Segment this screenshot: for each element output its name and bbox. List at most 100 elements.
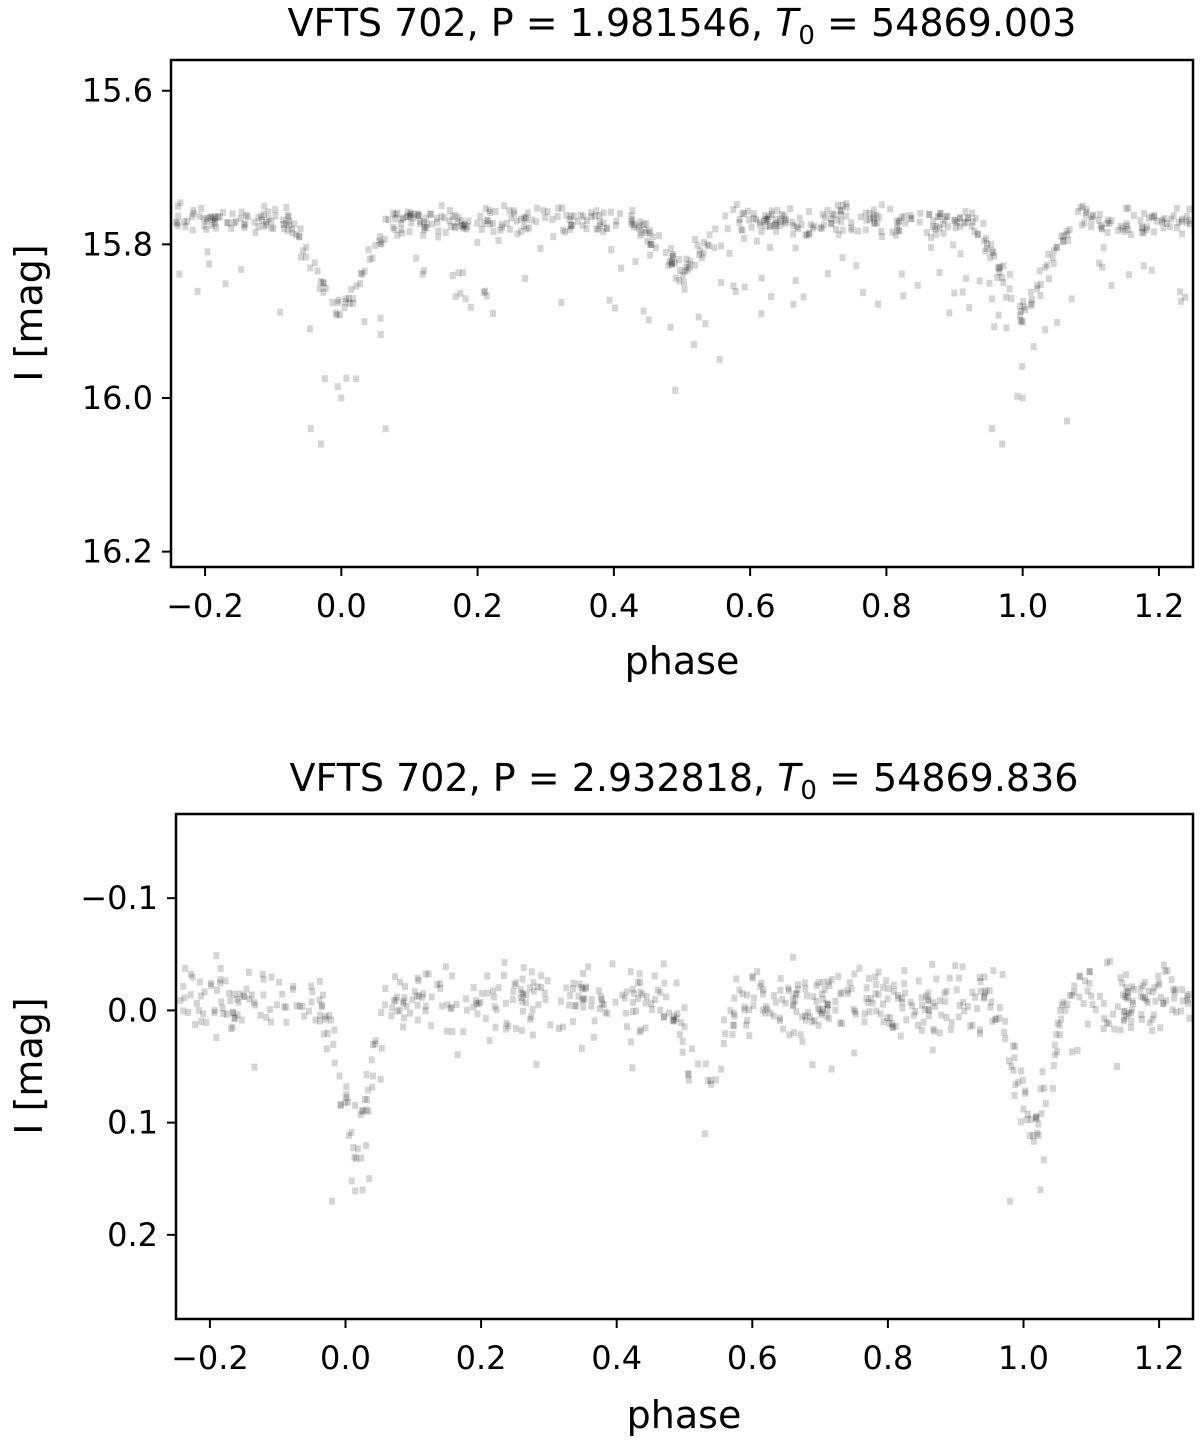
- data-point: [190, 206, 197, 214]
- data-point: [1042, 263, 1049, 271]
- data-point: [1056, 1021, 1063, 1029]
- data-point: [176, 270, 183, 278]
- data-point: [847, 224, 854, 232]
- data-point: [578, 1044, 585, 1052]
- data-point: [646, 229, 653, 237]
- data-point: [988, 241, 995, 249]
- data-point: [667, 323, 674, 331]
- data-point: [581, 995, 588, 1003]
- data-point: [1156, 979, 1163, 987]
- data-point: [669, 1016, 676, 1024]
- data-point: [898, 213, 905, 221]
- data-point: [318, 1001, 325, 1009]
- data-point: [562, 228, 568, 236]
- data-point: [843, 203, 850, 211]
- data-point: [484, 217, 491, 225]
- data-point: [1142, 994, 1148, 1002]
- data-point: [482, 287, 488, 295]
- data-point: [718, 242, 725, 250]
- x-tick-label: 0.6: [725, 587, 776, 625]
- data-point: [629, 998, 636, 1006]
- data-point: [669, 253, 676, 261]
- data-point: [284, 211, 291, 219]
- data-point: [591, 1017, 598, 1025]
- data-point: [1179, 215, 1185, 223]
- data-point: [622, 1009, 629, 1017]
- data-point: [288, 225, 295, 233]
- data-point: [222, 280, 229, 288]
- data-point: [458, 217, 465, 225]
- data-point: [890, 988, 897, 996]
- data-point: [1022, 306, 1029, 314]
- data-point: [474, 219, 481, 227]
- data-point: [829, 210, 836, 218]
- data-point: [1097, 992, 1104, 1000]
- data-point: [1076, 973, 1083, 981]
- data-point: [799, 1013, 806, 1021]
- data-point: [368, 1056, 375, 1064]
- data-point: [1139, 223, 1146, 231]
- data-point: [1080, 1000, 1087, 1008]
- data-point: [790, 300, 797, 308]
- data-point: [608, 246, 615, 254]
- data-point: [878, 201, 885, 209]
- data-point: [817, 224, 824, 232]
- data-point: [1011, 1092, 1018, 1099]
- data-point: [377, 240, 384, 248]
- data-point: [316, 977, 323, 985]
- data-point: [997, 263, 1004, 271]
- data-point: [1170, 986, 1177, 994]
- data-point: [554, 212, 561, 220]
- data-point: [782, 219, 789, 227]
- data-point: [746, 1032, 753, 1040]
- data-point: [818, 224, 825, 232]
- data-point: [959, 288, 966, 296]
- data-point: [396, 1006, 403, 1014]
- data-point: [815, 1004, 822, 1012]
- data-point: [818, 1010, 825, 1018]
- data-point: [1068, 295, 1075, 303]
- data-point: [642, 999, 649, 1007]
- data-point: [229, 210, 236, 218]
- data-point: [215, 213, 222, 220]
- data-point: [772, 222, 779, 229]
- data-point: [1089, 212, 1096, 220]
- data-point: [475, 1000, 482, 1008]
- data-point: [420, 231, 427, 239]
- x-tick-label: 0.6: [727, 1339, 778, 1377]
- data-point: [522, 274, 529, 282]
- data-point: [421, 223, 428, 231]
- data-point: [237, 215, 244, 223]
- data-point: [800, 293, 807, 301]
- data-point: [837, 211, 844, 219]
- data-point: [604, 1010, 611, 1018]
- data-point: [296, 233, 303, 241]
- data-point: [931, 1027, 938, 1035]
- data-point: [629, 1064, 636, 1072]
- data-point: [1120, 1008, 1127, 1016]
- data-point: [361, 318, 368, 326]
- data-point: [180, 1007, 187, 1015]
- data-point: [330, 1040, 337, 1048]
- data-point: [786, 1031, 793, 1039]
- data-point: [901, 980, 908, 988]
- data-point: [194, 287, 201, 295]
- data-point: [526, 984, 533, 992]
- data-point: [1119, 979, 1125, 987]
- data-point: [899, 998, 906, 1006]
- data-point: [828, 219, 834, 227]
- data-point: [478, 989, 485, 997]
- data-point: [1139, 229, 1146, 237]
- data-point: [1092, 1006, 1099, 1013]
- data-point: [448, 1004, 455, 1012]
- data-point: [317, 1017, 323, 1025]
- data-point: [550, 233, 557, 241]
- data-point: [857, 213, 864, 221]
- data-point: [683, 255, 690, 263]
- data-point: [252, 229, 259, 237]
- data-point: [603, 225, 610, 233]
- data-point: [366, 255, 373, 263]
- data-point: [365, 1107, 372, 1115]
- data-point: [563, 211, 570, 219]
- data-point: [802, 1012, 809, 1020]
